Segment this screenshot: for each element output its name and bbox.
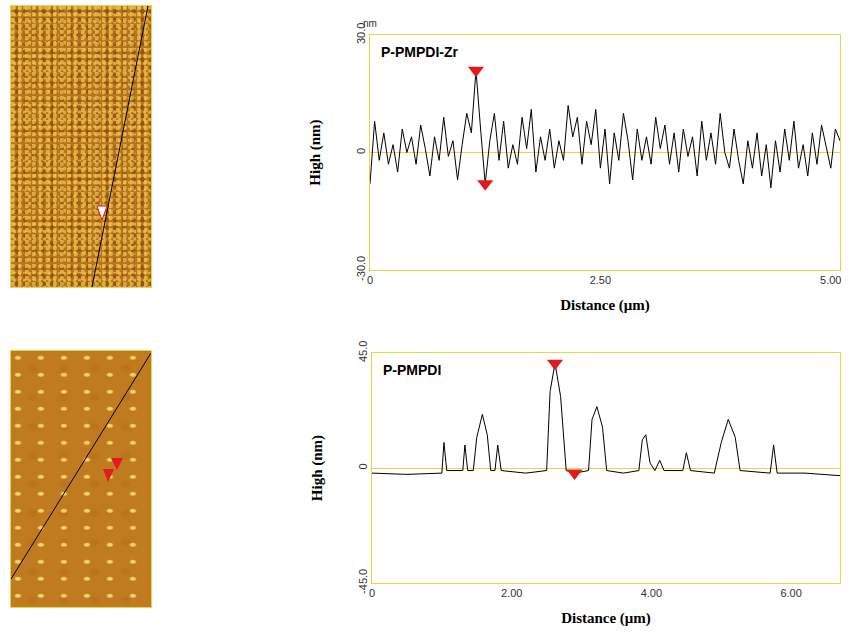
svg-text:0: 0 [355, 148, 367, 154]
svg-text:2.50: 2.50 [590, 274, 611, 286]
svg-text:Distance (μm): Distance (μm) [561, 610, 651, 627]
svg-text:nm: nm [363, 18, 377, 29]
svg-text:4.00: 4.00 [641, 587, 662, 599]
svg-text:0: 0 [369, 587, 375, 599]
svg-text:6.00: 6.00 [780, 587, 801, 599]
svg-text:-30.0: -30.0 [355, 256, 367, 281]
svg-text:2.00: 2.00 [501, 587, 522, 599]
svg-text:45.0: 45.0 [357, 341, 369, 362]
svg-text:Distance (μm): Distance (μm) [560, 297, 650, 314]
svg-text:High (nm): High (nm) [309, 435, 326, 501]
svg-text:30.0: 30.0 [355, 23, 367, 44]
svg-text:0: 0 [357, 463, 369, 469]
svg-text:P-PMPDI-Zr: P-PMPDI-Zr [381, 44, 459, 60]
svg-text:High (nm): High (nm) [307, 119, 324, 185]
svg-text:0: 0 [367, 274, 373, 286]
svg-text:-45.0: -45.0 [357, 569, 369, 594]
svg-text:5.00: 5.00 [820, 274, 841, 286]
svg-text:P-PMPDI: P-PMPDI [383, 362, 441, 378]
